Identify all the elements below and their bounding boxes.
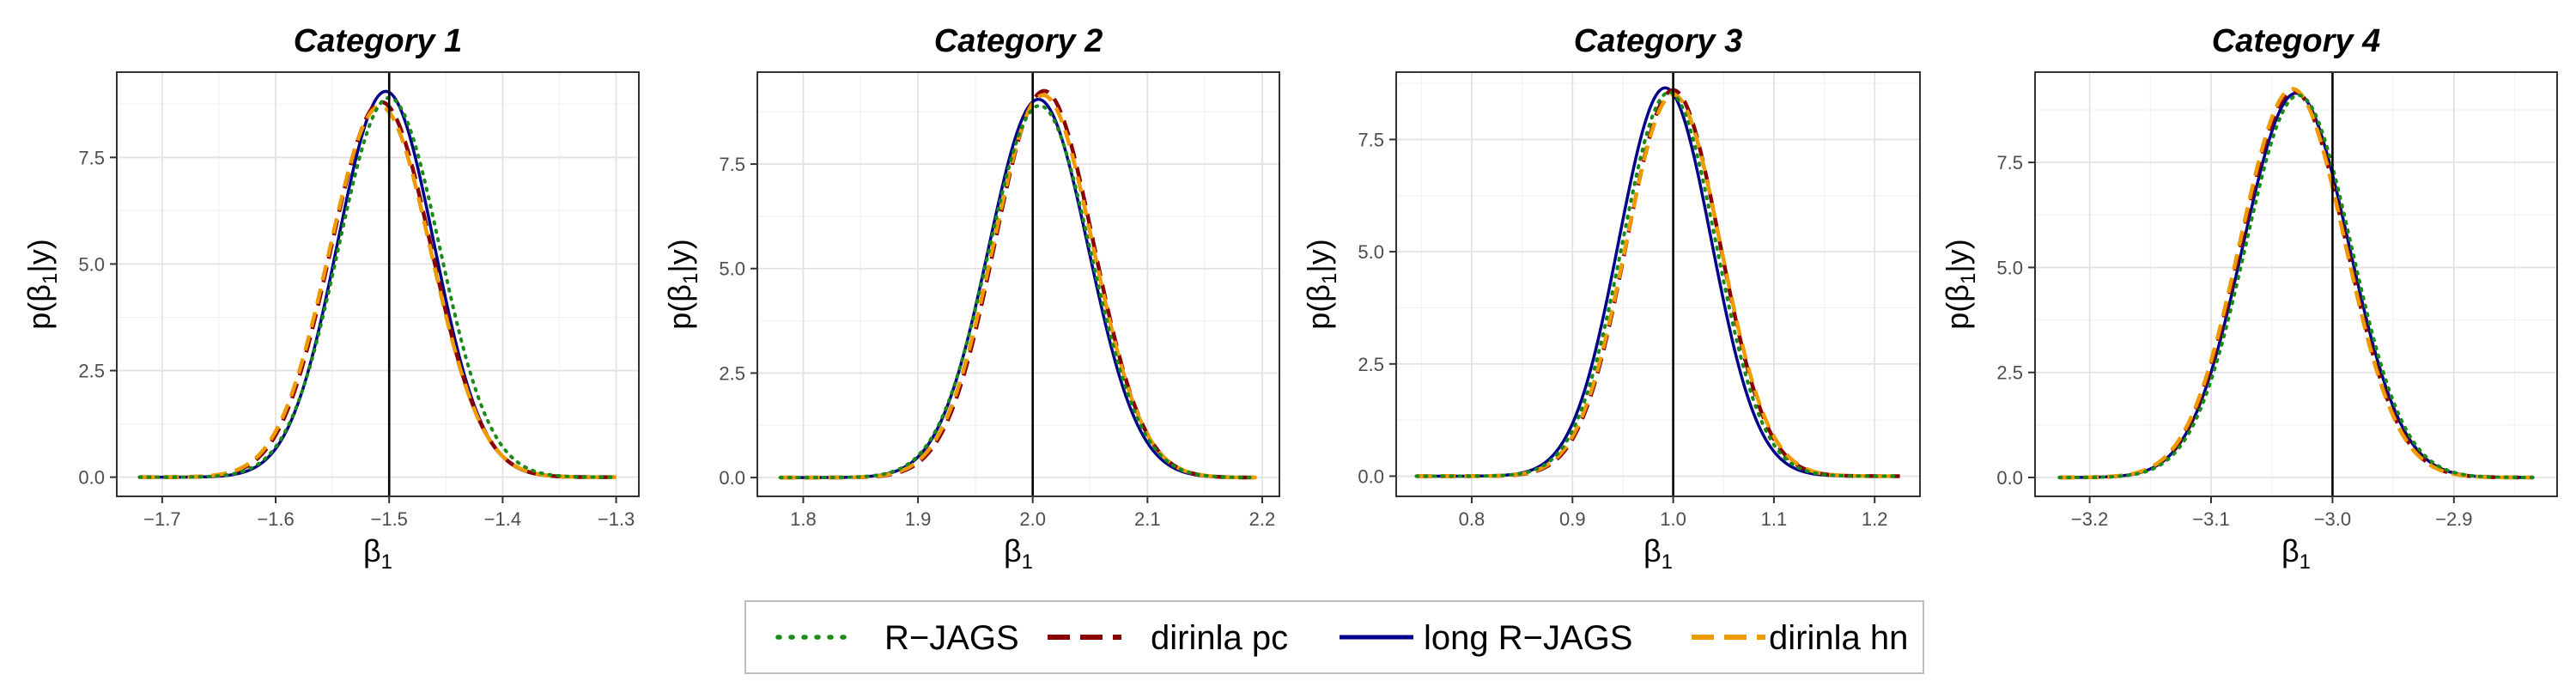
x-tick-label: −1.7: [143, 508, 180, 530]
y-tick-label: 7.5: [1996, 152, 2023, 173]
y-tick-label: 5.0: [719, 258, 745, 280]
series-line-dirinla-hn: [2059, 87, 2533, 480]
x-tick-label: 2.0: [1019, 508, 1046, 530]
panel-title: Category 3: [1574, 23, 1742, 59]
y-tick-label: 5.0: [1358, 241, 1384, 263]
y-tick-label: 2.5: [1996, 362, 2023, 384]
y-tick-label: 7.5: [78, 147, 105, 168]
y-tick-label: 7.5: [1358, 129, 1384, 150]
x-tick-label: 1.9: [905, 508, 932, 530]
y-tick-label: 2.5: [719, 362, 745, 384]
x-tick-label: −1.3: [598, 508, 635, 530]
legend: R−JAGS dirinla pc long R−JAGS dirinla hn: [744, 600, 1924, 674]
x-tick-label: 0.8: [1459, 508, 1485, 530]
x-tick-label: 1.2: [1862, 508, 1888, 530]
y-axis-label: p(β1|y): [21, 239, 62, 329]
series-line-r-jags: [1414, 90, 1902, 478]
x-axis-label: β1: [2281, 533, 2311, 574]
panel-border: [2034, 71, 2558, 497]
panel-title: Category 2: [934, 23, 1103, 59]
y-tick-label: 0.0: [1358, 465, 1384, 487]
x-axis-label: β1: [1004, 533, 1033, 574]
legend-label: dirinla hn: [1769, 619, 1908, 657]
y-tick-label: 2.5: [1358, 354, 1384, 375]
y-axis-label: p(β1|y): [1301, 239, 1341, 329]
y-tick-label: 0.0: [1996, 467, 2023, 489]
x-axis-label: β1: [363, 533, 392, 574]
legend-label: dirinla pc: [1151, 619, 1288, 657]
x-tick-label: 2.2: [1249, 508, 1276, 530]
x-tick-label: 1.1: [1761, 508, 1788, 530]
y-tick-label: 2.5: [78, 361, 105, 382]
series-line-r-jags: [778, 103, 1259, 480]
x-tick-label: −2.9: [2435, 508, 2472, 530]
x-tick-label: −1.5: [370, 508, 407, 530]
x-tick-label: 0.9: [1559, 508, 1586, 530]
panel-2: 1.8 1.9 2.0 2.1 2.2 0.0 2.5 5.0 7.5 Category 2 β1 p…: [662, 23, 1280, 574]
series-line-dirinla-pc: [1416, 88, 1900, 478]
series-line-dirinla-hn: [139, 104, 617, 479]
series-line-long-r-jags: [2059, 91, 2533, 479]
x-tick-label: 2.1: [1134, 508, 1161, 530]
y-axis-label: p(β1|y): [662, 239, 702, 329]
x-tick-label: −3.1: [2192, 508, 2229, 530]
panel-border: [756, 71, 1280, 497]
series-line-dirinla-pc: [2059, 88, 2533, 480]
panel-3: 0.8 0.9 1.0 1.1 1.2 0.0 2.5 5.0 7.5 Category 3 β1 p…: [1301, 23, 1921, 574]
series-line-dirinla-hn: [780, 93, 1257, 480]
y-tick-label: 0.0: [78, 467, 105, 489]
x-tick-label: 1.8: [790, 508, 817, 530]
series-line-long-r-jags: [139, 89, 617, 479]
y-tick-label: 0.0: [719, 467, 745, 489]
x-tick-label: −3.2: [2071, 508, 2108, 530]
x-tick-label: −1.4: [484, 508, 521, 530]
panel-border: [116, 71, 640, 497]
panel-title: Category 1: [294, 23, 462, 59]
legend-label: long R−JAGS: [1424, 619, 1632, 657]
y-tick-label: 7.5: [719, 154, 745, 175]
series-line-dirinla-pc: [139, 100, 617, 479]
series-line-r-jags: [137, 95, 618, 479]
series-line-r-jags: [2057, 93, 2535, 479]
y-axis-label: p(β1|y): [1940, 239, 1980, 329]
series-line-long-r-jags: [1416, 86, 1900, 478]
series-line-dirinla-pc: [780, 88, 1257, 480]
x-tick-label: −3.0: [2314, 508, 2351, 530]
series-line-long-r-jags: [780, 97, 1257, 479]
panel-border: [1395, 71, 1921, 497]
y-tick-label: 5.0: [78, 253, 105, 275]
panel-1: −1.7 −1.6 −1.5 −1.4 −1.3 0.0 2.5 5.0 7.5 Category…: [21, 23, 640, 574]
x-axis-label: β1: [1643, 533, 1673, 574]
panel-4: −3.2 −3.1 −3.0 −2.9 0.0 2.5 5.0 7.5 Category 4 β1…: [1940, 23, 2558, 574]
series-line-dirinla-hn: [1416, 92, 1900, 478]
legend-label: R−JAGS: [884, 619, 1019, 657]
panel-title: Category 4: [2212, 23, 2380, 59]
y-tick-label: 5.0: [1996, 257, 2023, 278]
x-tick-label: 1.0: [1660, 508, 1686, 530]
x-tick-label: −1.6: [257, 508, 294, 530]
